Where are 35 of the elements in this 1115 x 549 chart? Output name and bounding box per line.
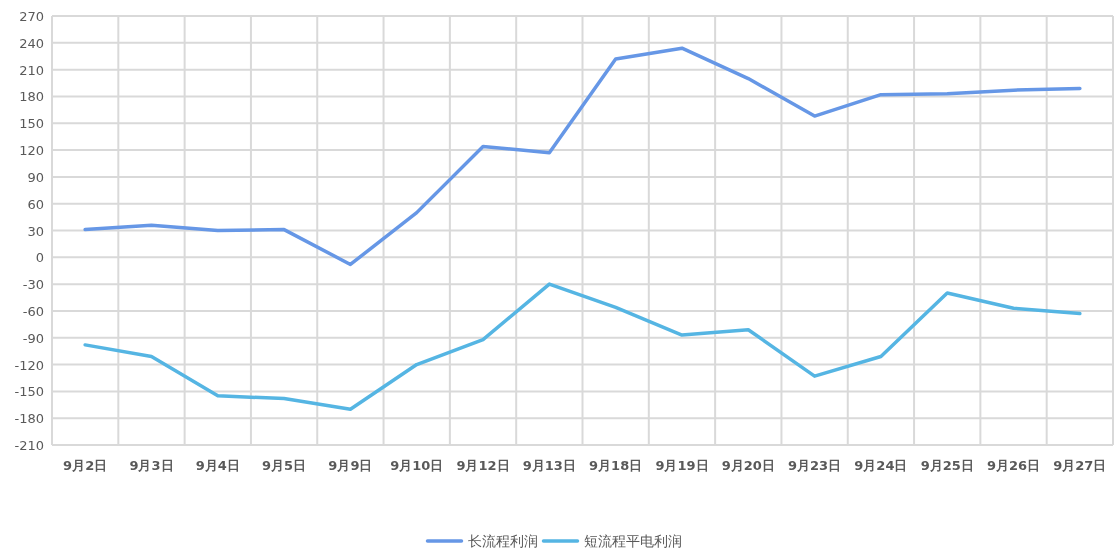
y-tick-label: 120 — [19, 143, 44, 159]
x-tick-label: 9月13日 — [522, 458, 576, 473]
y-tick-label: -180 — [14, 411, 44, 427]
y-tick-label: 150 — [19, 116, 44, 132]
y-tick-label: 60 — [27, 196, 44, 212]
y-tick-label: 240 — [19, 35, 44, 51]
x-tick-label: 9月3日 — [129, 458, 174, 473]
x-tick-label: 9月24日 — [854, 458, 908, 473]
legend-label: 短流程平电利润 — [583, 533, 682, 549]
x-tick-label: 9月25日 — [920, 458, 974, 473]
y-tick-label: 210 — [19, 62, 44, 78]
y-tick-label: 180 — [19, 89, 44, 105]
x-tick-label: 9月26日 — [986, 458, 1041, 473]
y-tick-label: -90 — [22, 330, 44, 346]
y-tick-label: -150 — [14, 384, 44, 400]
x-tick-label: 9月20日 — [721, 458, 775, 473]
x-tick-label: 9月2日 — [63, 458, 108, 473]
y-tick-label: 30 — [27, 223, 44, 239]
x-tick-label: 9月19日 — [655, 458, 709, 473]
y-tick-label: -120 — [14, 357, 44, 373]
x-tick-label: 9月23日 — [788, 458, 842, 473]
y-tick-label: 270 — [19, 9, 44, 24]
y-tick-label: 0 — [35, 250, 44, 266]
y-tick-label: -60 — [22, 303, 44, 319]
x-tick-label: 9月5日 — [262, 458, 307, 473]
x-tick-label: 9月12日 — [456, 458, 510, 473]
x-tick-label: 9月27日 — [1053, 458, 1107, 473]
y-tick-label: -30 — [22, 277, 44, 293]
x-tick-label: 9月9日 — [328, 458, 373, 473]
legend-label: 长流程利润 — [467, 533, 538, 549]
y-tick-label: 90 — [27, 169, 44, 185]
x-tick-label: 9月4日 — [195, 458, 240, 473]
y-tick-label: -210 — [14, 438, 44, 453]
x-tick-label: 9月10日 — [390, 458, 444, 473]
x-tick-label: 9月18日 — [589, 458, 643, 473]
